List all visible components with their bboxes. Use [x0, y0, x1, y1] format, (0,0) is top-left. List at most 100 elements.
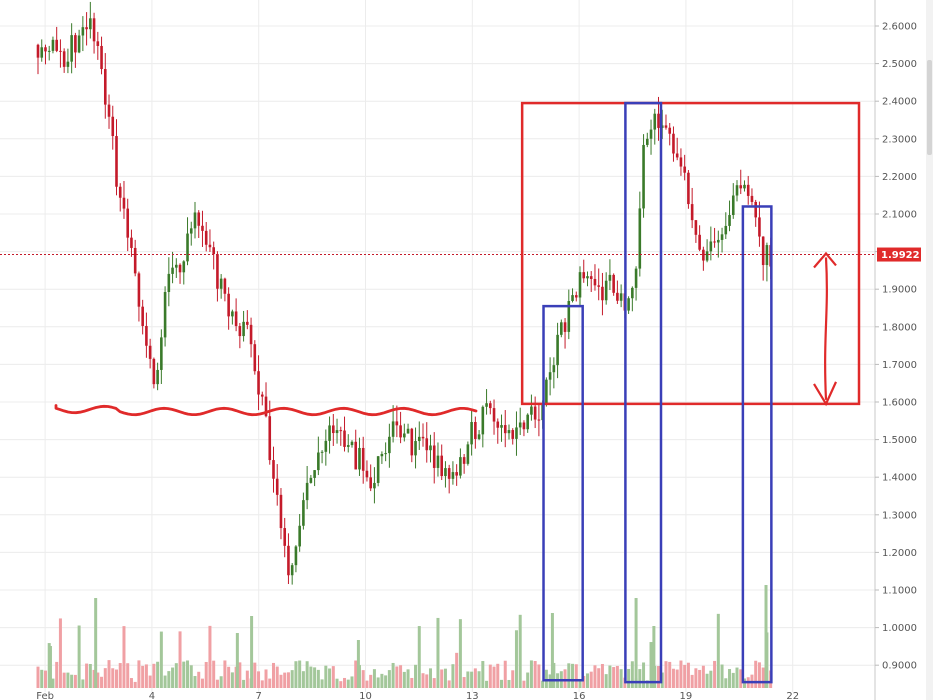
y-tick-label: 2.5000 [882, 59, 917, 70]
volume-bar [339, 681, 343, 688]
volume-bar [529, 660, 533, 688]
volume-bar [481, 661, 485, 688]
candle-body [444, 468, 447, 477]
candle-body [74, 35, 77, 53]
volume-bar [724, 678, 728, 688]
candle-body [103, 69, 107, 105]
volume-bar [593, 665, 597, 688]
volume-bar [642, 662, 646, 688]
candle-body [679, 157, 683, 167]
candle-body [653, 113, 657, 130]
candle-body [649, 129, 653, 139]
volume-bar [563, 669, 567, 688]
volume-bar [507, 679, 511, 688]
volume-bar [716, 613, 720, 688]
volume-bar [271, 662, 275, 688]
volume-bar [574, 664, 578, 688]
volume-bar [346, 679, 350, 688]
volume-bar [731, 672, 735, 688]
candle-body [171, 267, 174, 274]
volume-bar [701, 665, 705, 688]
candle-body [432, 445, 436, 468]
candle-body [260, 394, 264, 397]
candle-body [36, 44, 40, 58]
candle-body [332, 425, 335, 434]
volume-bar [186, 660, 190, 688]
candle-body [107, 104, 111, 117]
y-tick-label: 1.2000 [882, 548, 917, 559]
volume-bar [387, 670, 391, 688]
candle-body [335, 430, 339, 434]
candle-body [380, 453, 384, 457]
volume-bar [227, 666, 231, 688]
volume-bar [713, 660, 717, 688]
x-tick-label: 7 [256, 691, 262, 700]
candle-body [264, 396, 268, 417]
volume-bar [294, 661, 298, 688]
candle-body [305, 482, 309, 501]
candle-body [556, 334, 559, 366]
candle-body [283, 528, 287, 546]
candle-body [724, 225, 728, 235]
volume-bar [320, 679, 324, 688]
candle-body [167, 273, 171, 293]
candle-body [485, 403, 488, 407]
volume-bar [414, 664, 418, 688]
volume-bar [40, 669, 44, 688]
volume-bar [88, 663, 92, 688]
candle-body [743, 184, 746, 189]
volume-bar [141, 665, 145, 688]
volume-bar [305, 661, 309, 688]
volume-bar [567, 663, 571, 688]
candle-body [702, 249, 705, 261]
candle-body [343, 430, 346, 447]
volume-bar [242, 679, 246, 688]
candle-body [455, 472, 458, 476]
candle-body [552, 365, 556, 373]
candle-body [234, 311, 238, 327]
candle-body [754, 201, 757, 218]
volume-bar [544, 669, 548, 688]
volume-bar [182, 661, 186, 688]
volume-bar [511, 670, 515, 688]
volume-bar [503, 660, 507, 688]
annotation-blue-box [741, 205, 773, 684]
volume-bar [212, 660, 216, 688]
candle-body [466, 444, 470, 464]
candle-body [548, 372, 552, 380]
volume-bar [372, 669, 376, 688]
candle-body [690, 204, 694, 221]
scrollbar-thumb[interactable] [927, 60, 932, 155]
candle-body [447, 468, 451, 479]
volume-bar [331, 666, 335, 688]
volume-bar [365, 680, 369, 688]
candle-body [186, 233, 189, 262]
y-tick-label: 1.4000 [882, 473, 917, 484]
volume-bar [73, 674, 77, 688]
volume-bar [133, 681, 137, 688]
candle-body [601, 286, 604, 301]
candle-body [406, 428, 410, 434]
volume-bar [369, 674, 373, 688]
candle-body [750, 195, 754, 202]
candle-body [717, 239, 720, 243]
candle-body [731, 195, 735, 216]
candle-body [242, 321, 245, 337]
volume-bar [604, 674, 608, 688]
volume-bar [634, 598, 638, 688]
y-tick-label: 1.6000 [882, 398, 917, 409]
candle-body [765, 245, 769, 266]
volume-bar [720, 664, 724, 688]
volume-bar [85, 663, 89, 688]
volume-bar [137, 660, 141, 688]
y-tick-label: 2.4000 [882, 97, 917, 108]
candle-body [365, 470, 369, 478]
annotation-arrow-head-top [813, 251, 837, 269]
candle-body [698, 234, 701, 250]
candle-body [459, 457, 462, 476]
volume-bar [94, 598, 98, 688]
volume-bar [694, 668, 698, 688]
candle-body [414, 441, 417, 456]
scrollbar-track[interactable] [926, 0, 933, 700]
